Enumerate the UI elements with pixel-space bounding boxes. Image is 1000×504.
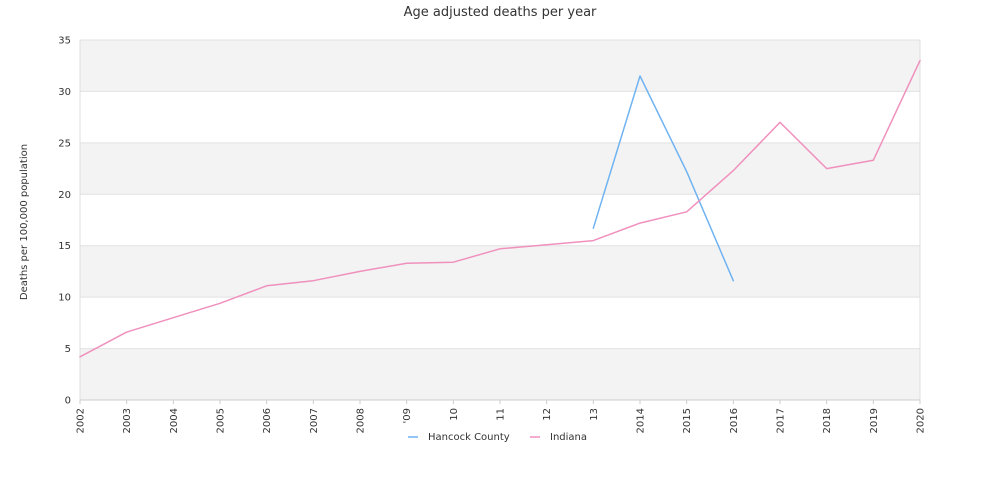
x-tick-label: 2006 [262, 408, 273, 433]
grid-bands [80, 40, 920, 400]
y-tick-label: 20 [58, 190, 71, 201]
grid-band [80, 142, 920, 195]
x-tick-label: 2003 [122, 408, 133, 433]
y-tick-label: 30 [58, 87, 71, 98]
x-tick-label: 10 [449, 408, 460, 421]
x-tick-label: 2018 [822, 408, 833, 433]
series-line-hancock-county[interactable] [592, 75, 735, 282]
y-tick-label: 0 [65, 396, 71, 407]
y-tick-label: 10 [58, 293, 71, 304]
y-tick-label: 25 [58, 138, 71, 149]
x-axis-ticks: 2002 2003 2004 2005 2006 2007 2008 '09 10 11 12 13 2… [76, 400, 927, 433]
x-tick-label: 13 [589, 408, 600, 421]
grid-band [80, 40, 920, 92]
x-tick-label: 2004 [169, 408, 180, 433]
x-tick-label: 2002 [76, 408, 87, 433]
legend-label: Hancock County [428, 432, 510, 443]
legend-item[interactable]: Hancock County [408, 432, 510, 443]
grid-band [80, 245, 920, 298]
x-tick-label: 12 [542, 408, 553, 421]
x-tick-label: 2007 [309, 408, 320, 433]
x-tick-label: 2019 [869, 408, 880, 433]
y-axis-ticks: 0 5 10 15 20 25 30 35 [58, 36, 71, 407]
x-tick-label: 2020 [916, 408, 927, 433]
grid-lines [79, 39, 921, 401]
grid-band [80, 348, 920, 400]
x-tick-label: 11 [496, 408, 507, 421]
legend: Hancock County Indiana [408, 432, 587, 443]
x-tick-label: '09 [402, 408, 413, 423]
x-tick-label: 2015 [682, 408, 693, 433]
x-tick-label: 2014 [636, 408, 647, 433]
legend-item[interactable]: Indiana [530, 432, 587, 443]
chart-title: Age adjusted deaths per year [404, 5, 597, 20]
y-tick-label: 35 [58, 36, 71, 47]
y-tick-label: 5 [65, 344, 71, 355]
x-tick-label: 2017 [776, 408, 787, 433]
series-lines [79, 59, 921, 358]
x-tick-label: 2008 [356, 408, 367, 433]
x-tick-label: 2005 [216, 408, 227, 433]
series-line-indiana[interactable] [79, 59, 921, 358]
legend-label: Indiana [550, 432, 587, 443]
y-axis-label: Deaths per 100,000 population [19, 144, 30, 300]
y-tick-label: 15 [58, 241, 71, 252]
x-tick-label: 2016 [729, 408, 740, 433]
